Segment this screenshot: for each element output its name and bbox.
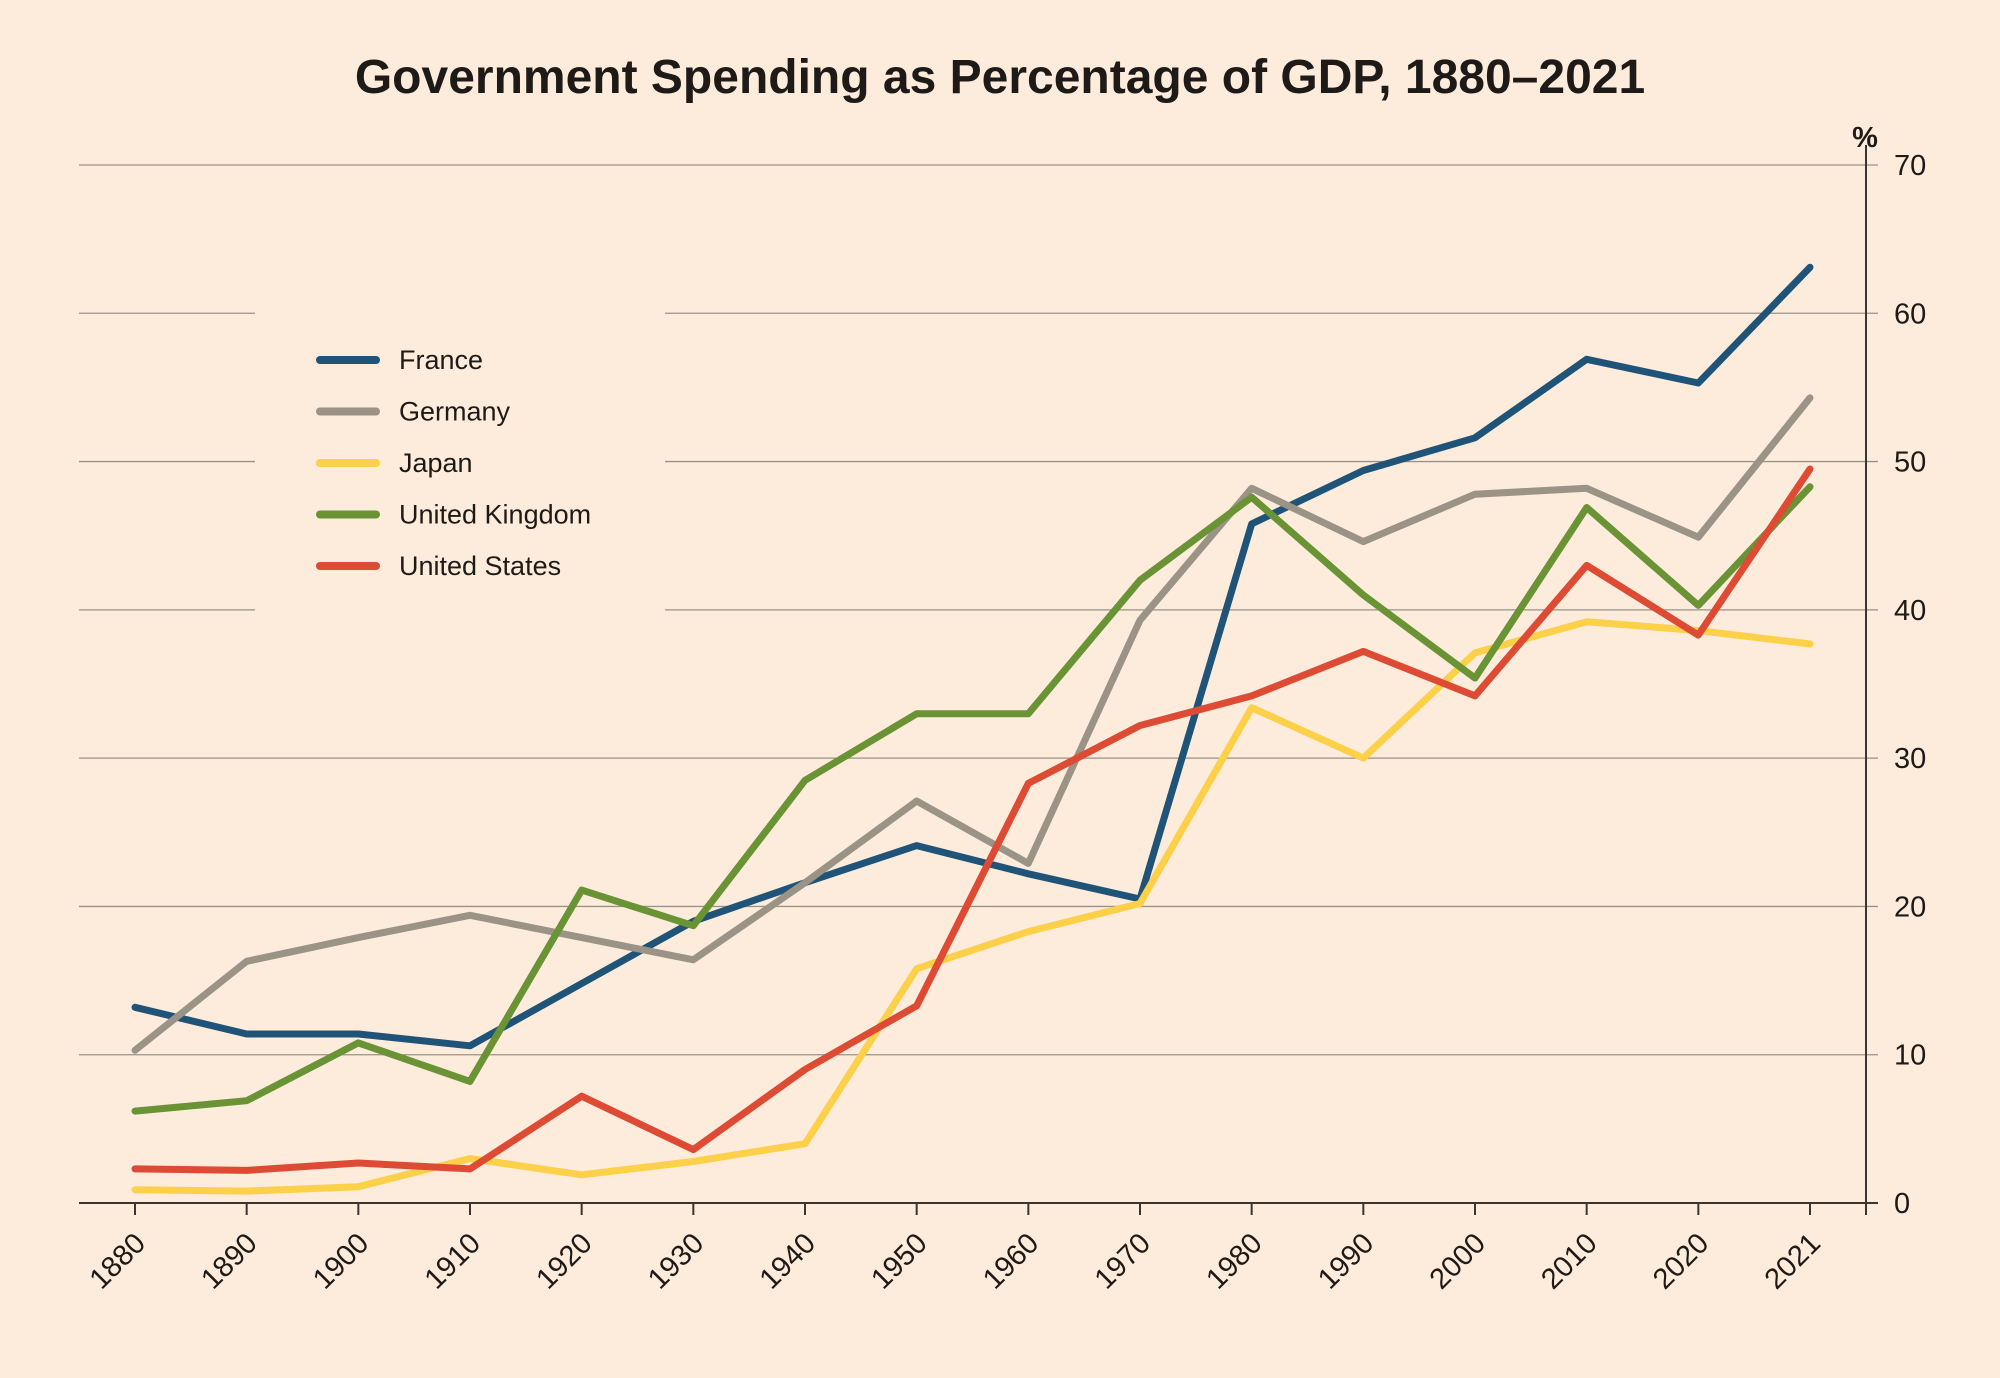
y-tick-label: 20 [1894, 891, 1926, 923]
series-line-united-kingdom [131, 483, 1814, 1115]
y-tick-label: 50 [1894, 447, 1926, 479]
series-line-japan [131, 618, 1814, 1195]
legend-label: Germany [399, 397, 511, 427]
legend-label: United States [399, 551, 561, 581]
y-tick-label: 60 [1894, 298, 1926, 330]
y-tick-label: 70 [1894, 150, 1926, 182]
y-tick-label: 10 [1894, 1040, 1926, 1072]
y-tick-label: 0 [1894, 1188, 1910, 1220]
legend-label: United Kingdom [399, 500, 591, 530]
y-tick-label: 40 [1894, 595, 1926, 627]
series-line-france [131, 263, 1814, 1050]
y-tick-label: 30 [1894, 743, 1926, 775]
series-line-united-states [131, 465, 1814, 1174]
legend-label: Japan [399, 448, 473, 478]
legend-label: France [399, 345, 483, 375]
series-line-germany [131, 394, 1814, 1054]
chart-title: Government Spending as Percentage of GDP… [355, 51, 1645, 104]
